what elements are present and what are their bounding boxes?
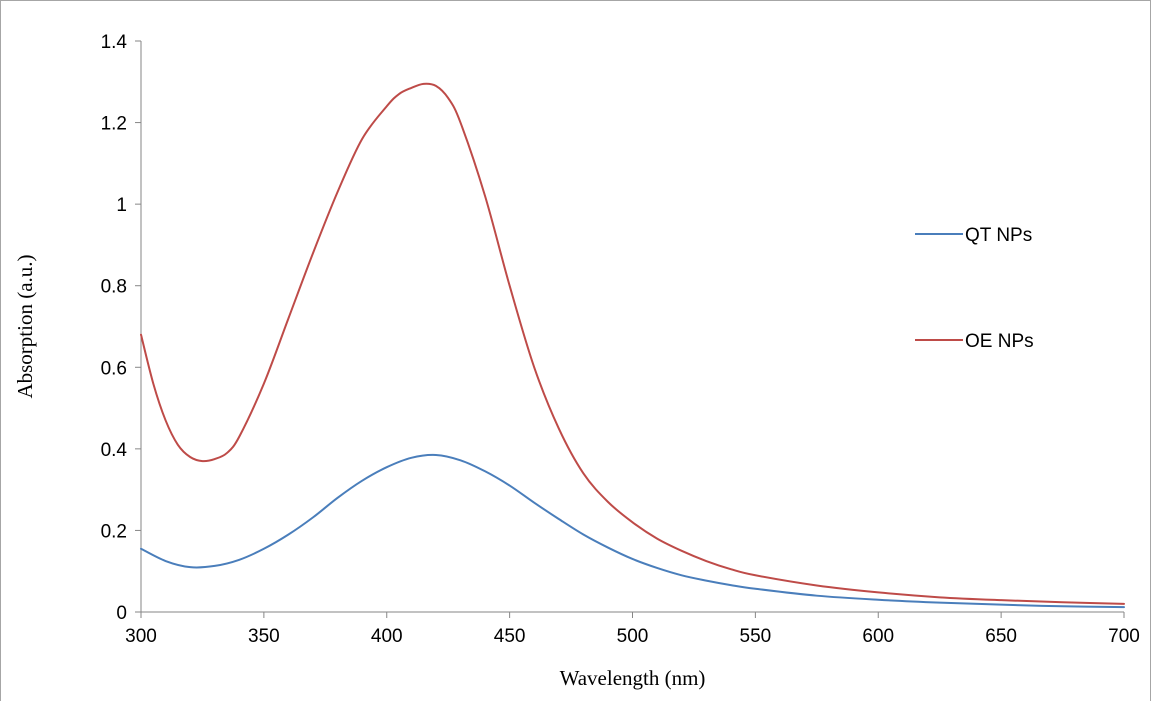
y-tick-label: 0.6 <box>101 358 127 379</box>
x-tick-label: 600 <box>862 626 894 647</box>
y-tick-label: 0.8 <box>101 277 127 298</box>
x-tick-label: 700 <box>1108 626 1140 647</box>
y-tick-label: 1.4 <box>101 32 128 53</box>
x-tick-label: 500 <box>617 626 649 647</box>
series-line-qt-nps <box>140 453 1125 609</box>
x-tick-label: 400 <box>371 626 403 647</box>
legend-label: OE NPs <box>965 331 1034 352</box>
x-tick-label: 350 <box>248 626 280 647</box>
x-tick-label: 550 <box>740 626 772 647</box>
x-tick-label: 450 <box>494 626 526 647</box>
series-line-oe-nps <box>140 82 1125 605</box>
legend-item-qt-nps: QT NPs <box>915 225 1032 246</box>
x-axis-title: Wavelength (nm) <box>560 666 706 690</box>
y-tick-label: 0.2 <box>101 521 127 542</box>
legend-item-oe-nps: OE NPs <box>915 331 1034 352</box>
y-axis-title: Absorption (a.u.) <box>13 254 37 398</box>
y-tick-label: 1 <box>116 195 127 216</box>
legend-label: QT NPs <box>965 225 1032 246</box>
x-tick-label: 300 <box>125 626 157 647</box>
y-tick-label: 1.2 <box>101 114 127 135</box>
y-tick-label: 0.4 <box>101 440 128 461</box>
y-tick-label: 0 <box>116 603 127 624</box>
x-tick-label: 650 <box>985 626 1017 647</box>
